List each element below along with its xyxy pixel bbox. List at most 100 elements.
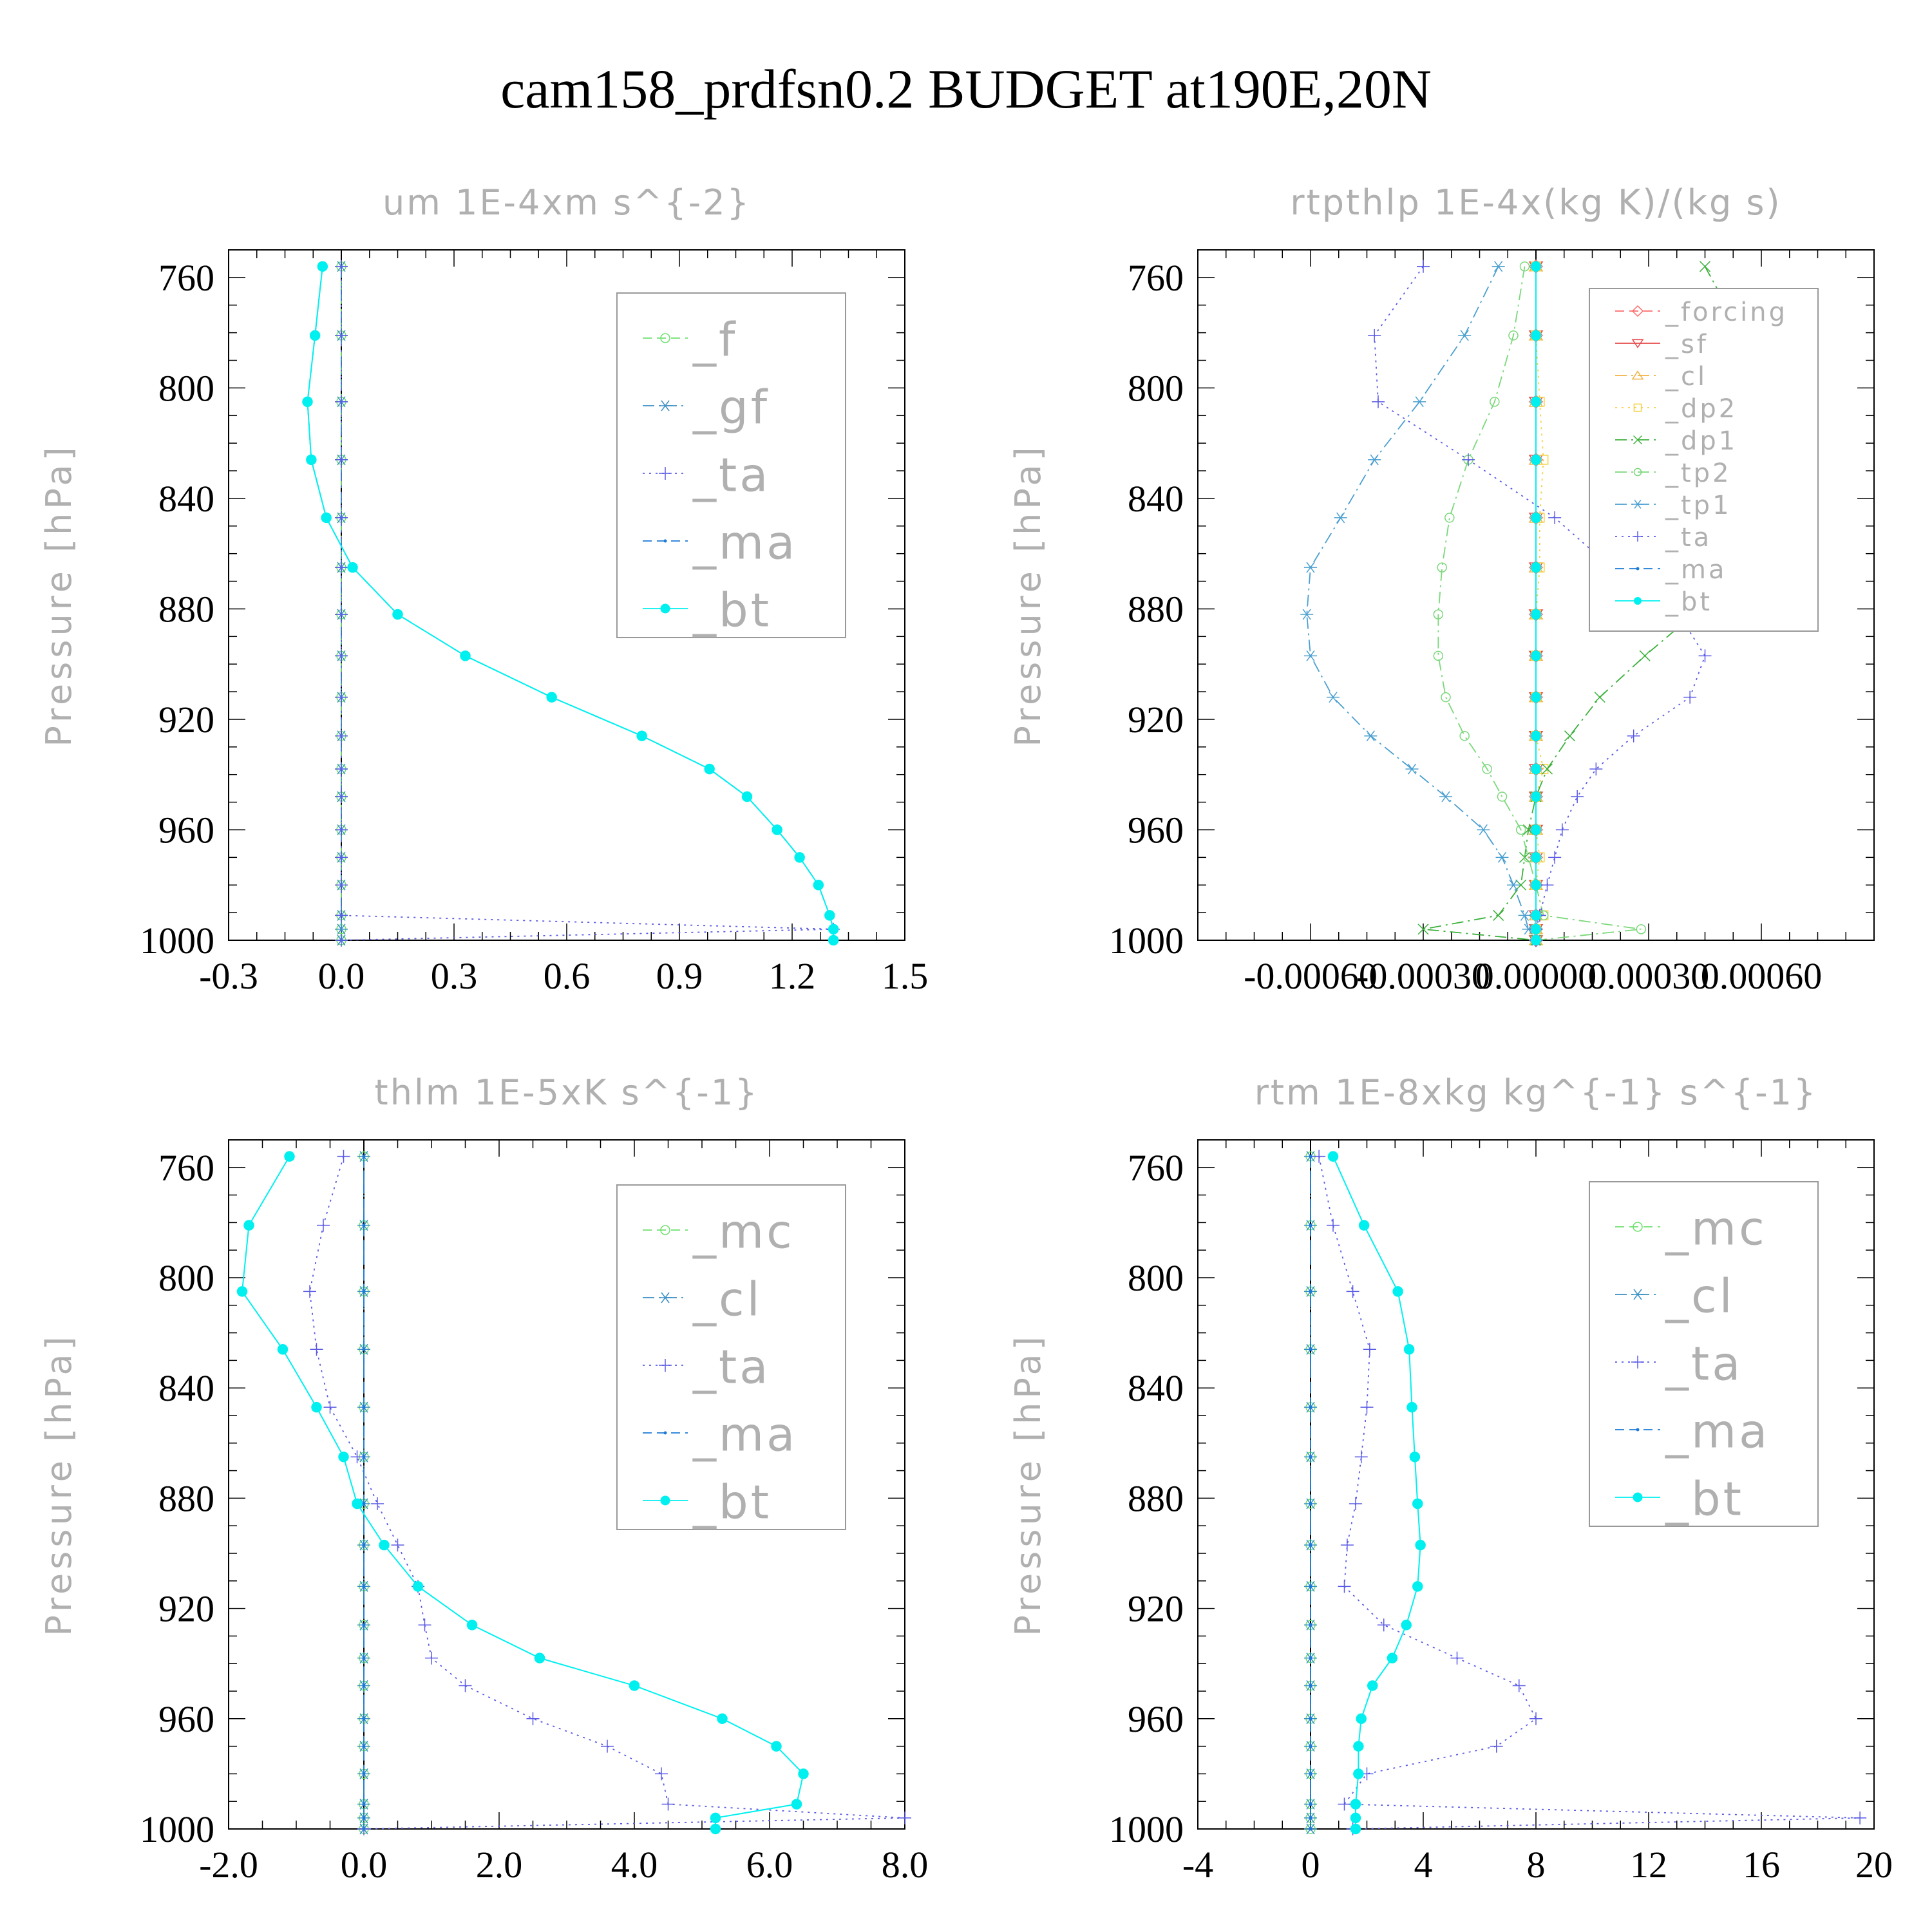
data-point <box>362 1543 366 1547</box>
data-point <box>1507 879 1520 891</box>
data-point <box>1334 512 1347 524</box>
legend-item: _ta <box>1615 523 1712 553</box>
data-point <box>392 609 403 620</box>
data-point <box>1530 650 1542 661</box>
legend-item: _dp1 <box>1615 426 1735 456</box>
data-point <box>303 1285 316 1298</box>
data-point <box>1482 764 1492 774</box>
data-point <box>335 851 348 864</box>
data-point <box>1519 851 1531 863</box>
series-bt <box>1327 1151 1426 1835</box>
data-point <box>1530 910 1542 921</box>
data-point <box>1540 878 1554 892</box>
data-point <box>335 260 348 273</box>
y-axis-label: Pressure [hPa] <box>39 443 79 746</box>
series-dp2 <box>1531 261 1549 945</box>
data-point <box>1530 562 1542 573</box>
legend-item: _bt <box>643 1475 772 1529</box>
legend-item: _ma <box>643 1407 795 1461</box>
data-point <box>798 1768 809 1779</box>
y-tick-label: 1000 <box>140 920 214 961</box>
data-point <box>1530 879 1542 891</box>
data-point <box>362 1717 366 1721</box>
data-point <box>1368 328 1381 342</box>
data-point <box>362 1502 366 1506</box>
data-point <box>1530 454 1542 466</box>
data-point <box>335 762 348 776</box>
data-point <box>362 1827 366 1831</box>
legend-label: _bt <box>692 1475 772 1529</box>
data-point <box>362 1816 366 1820</box>
data-point <box>335 934 348 947</box>
data-point <box>460 650 471 661</box>
legend-label: _ta <box>1665 523 1712 553</box>
data-point <box>1444 513 1455 523</box>
data-point <box>1639 650 1651 661</box>
data-point <box>412 1581 424 1592</box>
legend: _mc _cl _ta _ma _bt <box>616 1184 846 1530</box>
y-tick-label: 920 <box>158 699 214 741</box>
legend-item: _dp2 <box>1615 394 1738 424</box>
chart-panel-4: 760 800 840 880 920 960 1000-4 0 4 8 12 16 20 rtm 1E-… <box>1008 1072 1893 1886</box>
x-tick-label: 0.00000 <box>1475 955 1597 997</box>
data-point <box>1309 1289 1312 1293</box>
legend-label: _dp2 <box>1665 394 1738 424</box>
x-tick-label: 1.5 <box>882 955 929 997</box>
data-point <box>1309 1155 1312 1159</box>
data-point <box>1309 1543 1312 1547</box>
data-point <box>1853 1811 1867 1824</box>
chart-panel-3: 760 800 840 880 920 960 1000-2.0 0.0 2.0 4.0 6.0 8.… <box>39 1072 928 1886</box>
legend-label: _tp2 <box>1665 459 1732 488</box>
x-tick-label: 4 <box>1414 1844 1433 1886</box>
series-ta <box>303 1150 911 1835</box>
data-point <box>306 454 317 466</box>
data-point <box>1477 824 1490 835</box>
legend-item: _ta <box>643 1340 768 1394</box>
legend-item: _cl <box>1615 1269 1732 1323</box>
legend-label: _gf <box>692 380 770 434</box>
y-tick-label: 880 <box>1128 1477 1184 1519</box>
legend-item: _ta <box>643 448 768 502</box>
data-point <box>466 1620 478 1631</box>
series-tp1 <box>1300 261 1542 946</box>
y-axis-label: Pressure [hPa] <box>1008 1332 1048 1636</box>
data-point <box>1589 762 1603 776</box>
data-point <box>1346 1285 1359 1298</box>
legend-label: _cl <box>692 1272 762 1326</box>
data-point <box>704 763 715 775</box>
panel-title: thlm 1E-5xK s^{-1} <box>375 1072 759 1113</box>
x-tick-label: 0.00060 <box>1701 955 1823 997</box>
data-point <box>1353 1741 1364 1752</box>
data-point <box>362 1455 366 1459</box>
data-point <box>1564 730 1576 742</box>
y-tick-label: 840 <box>1128 1367 1184 1409</box>
data-point <box>1409 1451 1421 1463</box>
data-point <box>1450 1651 1464 1665</box>
legend-item: _tp1 <box>1615 491 1729 520</box>
data-point <box>335 649 348 663</box>
data-point <box>335 328 348 342</box>
data-point <box>828 923 839 935</box>
data-point <box>1304 562 1317 573</box>
data-point <box>362 1745 366 1748</box>
data-point <box>1548 851 1562 864</box>
data-point <box>317 1218 330 1232</box>
legend-item: _ta <box>1615 1336 1740 1390</box>
data-point <box>1437 562 1447 573</box>
data-point <box>425 1651 438 1665</box>
data-point <box>828 934 839 946</box>
data-point <box>1309 1623 1312 1627</box>
data-point <box>1387 1653 1398 1663</box>
legend: _mc _cl _ta _ma _bt <box>1589 1181 1819 1527</box>
y-tick-label: 960 <box>158 809 214 851</box>
legend-label: _cl <box>1665 362 1707 392</box>
data-point <box>335 608 348 621</box>
data-point <box>1530 824 1542 835</box>
data-point <box>1309 1455 1312 1459</box>
data-point <box>335 823 348 837</box>
data-point <box>362 1656 366 1660</box>
data-point <box>1530 330 1542 341</box>
data-point <box>1518 909 1531 921</box>
y-tick-label: 840 <box>1128 478 1184 520</box>
